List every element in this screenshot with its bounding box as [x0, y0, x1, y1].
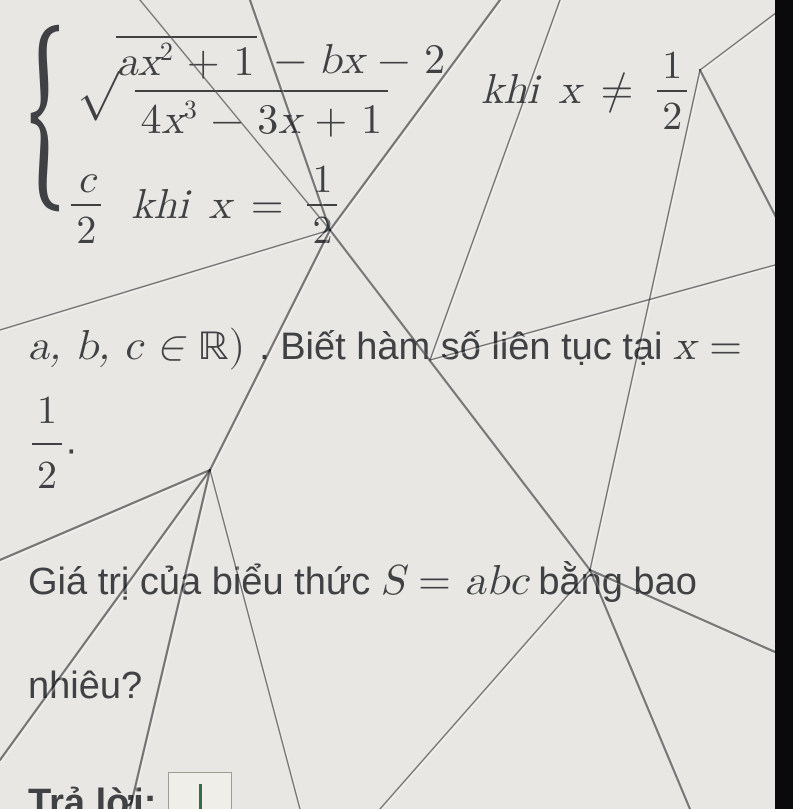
case2-c-over-2: c 2	[71, 156, 101, 255]
text-bang-bao: bằng bao	[528, 561, 697, 603]
case1-main-fraction: √ ax2 + 1 − bx − 2 44xx3 − 3x + 1	[71, 36, 451, 146]
S-eq-abc: S = abc	[381, 561, 528, 603]
plus-1: + 1	[173, 42, 255, 84]
cond1-neq: ≠	[601, 66, 634, 116]
one-half: 12	[32, 381, 62, 508]
S: S	[381, 561, 404, 603]
eq2: =	[404, 561, 465, 603]
question-page: { √ ax2 + 1 − bx − 2 44xx3 − 3x + 1	[0, 0, 793, 809]
cond2-num: 1	[307, 156, 337, 204]
piecewise-function: { √ ax2 + 1 − bx − 2 44xx3 − 3x + 1	[28, 30, 765, 265]
left-brace-icon: {	[28, 20, 64, 265]
answer-row: Trả lời:	[28, 772, 765, 809]
c-num: c	[73, 156, 101, 204]
cond1-num: 1	[657, 42, 687, 90]
case-2: c 2 khi x = 1 2	[67, 156, 691, 255]
x: x	[673, 326, 695, 368]
khi-1: khi	[481, 66, 538, 116]
text-gia-tri: Giá trị của biểu thức	[28, 561, 381, 603]
cases-container: √ ax2 + 1 − bx − 2 44xx3 − 3x + 1 khi x …	[67, 30, 691, 265]
eq: =	[695, 326, 742, 368]
text-biet-ham-so: . Biết hàm số liên tục tại	[259, 326, 673, 368]
sqrt-expr: √ ax2 + 1	[77, 36, 257, 88]
abc: abc	[465, 561, 528, 603]
close-paren: )	[229, 326, 245, 368]
case1-denominator: 44xx3 − 3x + 1	[135, 90, 389, 146]
text-cursor-icon	[199, 784, 202, 809]
num1: 1	[32, 381, 62, 443]
cond2-eq: =	[251, 181, 284, 231]
cond1-x: x	[558, 66, 580, 116]
abc-in-R: a, b, c ∈ ℝ)	[28, 326, 259, 368]
khi-2: khi	[131, 181, 188, 231]
cond2-den: 2	[307, 204, 337, 255]
cond2-x: x	[209, 181, 231, 231]
den-rest: − 3	[197, 100, 279, 142]
var-a: a	[117, 42, 138, 84]
case-1: √ ax2 + 1 − bx − 2 44xx3 − 3x + 1 khi x …	[67, 36, 691, 146]
radical-icon: √	[77, 36, 118, 82]
case1-numerator: √ ax2 + 1 − bx − 2	[71, 36, 451, 90]
cond2-half: 1 2	[307, 156, 337, 255]
answer-label: Trả lời:	[28, 782, 156, 809]
period: .	[66, 420, 77, 462]
question-S: Giá trị của biểu thức S = abc bằng bao	[28, 550, 765, 615]
continuity-statement: a, b, c ∈ ℝ) . Biết hàm số liên tục tại …	[28, 315, 765, 508]
nhieu: nhiêu?	[28, 665, 142, 707]
den2: 2	[32, 443, 62, 508]
den-exp3: 3	[184, 98, 197, 124]
var-x: x	[138, 42, 160, 84]
abc-list: a, b, c ∈	[28, 326, 198, 368]
radicand: ax2 + 1	[116, 36, 258, 88]
question-tail: nhiêu?	[28, 657, 765, 716]
phone-bezel	[775, 0, 793, 809]
exp-2: 2	[160, 40, 173, 66]
cond1-half: 1 2	[657, 42, 687, 141]
real-symbol: ℝ	[198, 327, 229, 369]
answer-input[interactable]	[168, 772, 232, 809]
cond1-den: 2	[657, 90, 687, 141]
den-4: 4	[141, 100, 162, 142]
c-den: 2	[71, 204, 101, 255]
minus-bx-minus-2: − bx − 2	[257, 40, 445, 82]
